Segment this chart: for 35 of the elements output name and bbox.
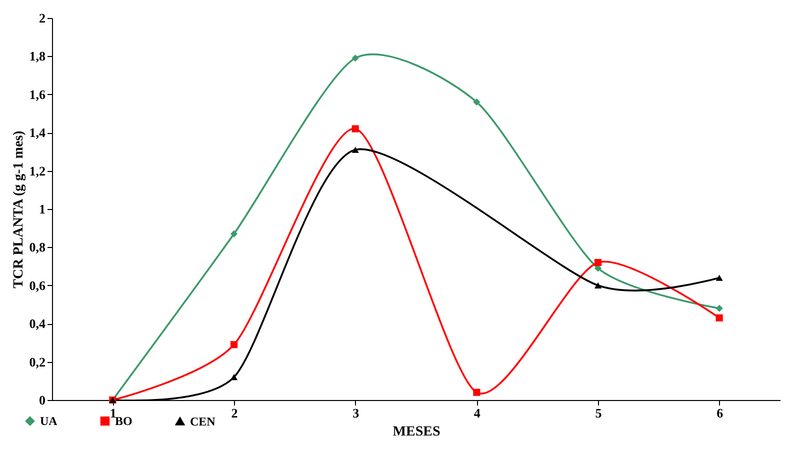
point: [352, 125, 359, 132]
point: [594, 282, 602, 288]
point: [716, 314, 723, 322]
y-tick-label: 1: [39, 202, 46, 216]
point: [594, 258, 602, 266]
point: [716, 274, 723, 281]
legend-label: CEN: [190, 414, 216, 428]
point: [352, 146, 359, 153]
legend-label: BO: [115, 414, 132, 428]
x-tick-label: 1: [110, 406, 116, 420]
x-axis-title: MESES: [392, 424, 440, 440]
y-tick-label: 1,4: [29, 125, 46, 140]
point: [473, 98, 480, 106]
y-tick-label: 1,6: [29, 86, 46, 102]
y-tick-label: 2: [39, 10, 46, 26]
y-axis-title: TCR PLANTA (g g-1 mes): [11, 130, 26, 288]
x-tick-label: 4: [474, 406, 481, 420]
y-tick-label: 1,8: [29, 48, 46, 64]
x-tick-label: 3: [352, 406, 360, 420]
legend-label: UA: [40, 414, 58, 428]
x-tick-label: 6: [716, 406, 724, 420]
y-tick-label: 1,2: [29, 163, 46, 178]
point: [230, 341, 238, 348]
point: [352, 54, 359, 62]
point: [230, 230, 238, 238]
y-tick-label: 0,4: [29, 316, 46, 332]
point: [716, 304, 723, 312]
x-tick-label: 5: [595, 406, 602, 420]
y-tick-label: 0,6: [29, 278, 46, 293]
y-tick-label: 0,2: [29, 354, 46, 370]
point: [473, 388, 480, 396]
x-tick-label: 2: [231, 406, 238, 420]
y-tick-label: 0: [39, 392, 46, 408]
y-tick-label: 0,8: [29, 240, 46, 255]
point: [230, 374, 238, 380]
